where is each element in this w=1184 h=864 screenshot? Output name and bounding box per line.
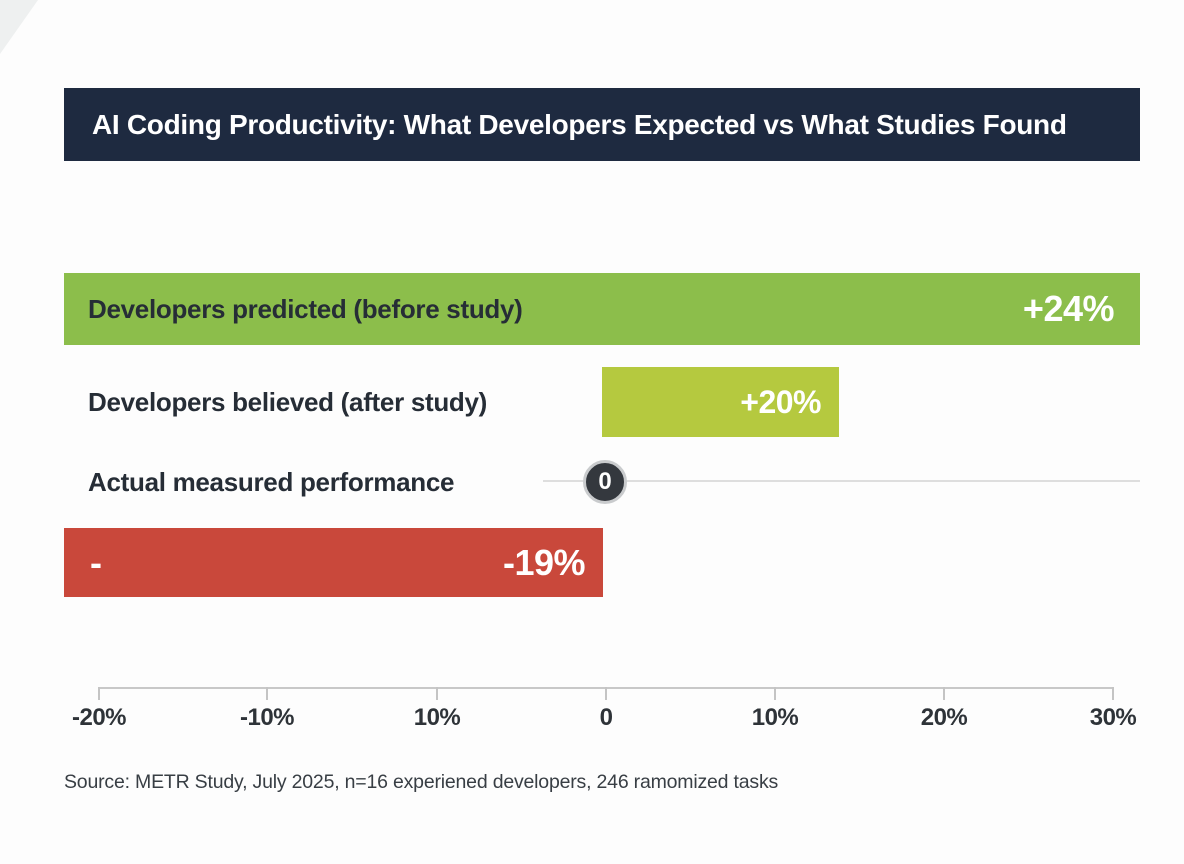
source-note: Source: METR Study, July 2025, n=16 expe…	[64, 771, 779, 793]
chart-title-bar: AI Coding Productivity: What Developers …	[64, 88, 1140, 161]
bar-believed-label-container: Developers believed (after study)	[88, 367, 487, 437]
x-axis-tick-label: 10%	[751, 704, 799, 731]
bar-actual-label: Actual measured performance	[88, 466, 455, 497]
x-axis-tick	[605, 687, 607, 700]
x-axis-tick-label: 30%	[1089, 704, 1137, 731]
x-axis-tick	[98, 687, 100, 700]
x-axis-tick-label: -10%	[239, 704, 295, 731]
bar-predicted-value: +24%	[1022, 288, 1115, 329]
x-axis-tick	[266, 687, 268, 700]
zero-marker-circle: 0	[583, 460, 627, 504]
x-axis-tick	[774, 687, 776, 700]
corner-accent-shape	[0, 0, 38, 54]
x-axis-tick-label: 0	[599, 704, 613, 731]
bar-actual-value: -19%	[502, 541, 586, 583]
bar-believed-value: +20%	[740, 383, 821, 420]
bar-actual-minus-glyph: -	[90, 541, 102, 583]
bar-developers-believed: +20%	[602, 367, 839, 437]
chart-title: AI Coding Productivity: What Developers …	[92, 108, 1067, 140]
x-axis-tick	[436, 687, 438, 700]
x-axis-tick-label: -20%	[71, 704, 127, 731]
x-axis-tick-label: 20%	[920, 704, 968, 731]
bar-predicted-label: Developers predicted (before study)	[88, 293, 523, 324]
bar-actual-label-container: Actual measured performance	[88, 447, 454, 517]
x-axis-tick	[943, 687, 945, 700]
x-axis-tick-label: 10%	[413, 704, 461, 731]
bar-actual-measured: - -19%	[64, 528, 603, 597]
x-axis-tick	[1112, 687, 1114, 700]
zero-baseline	[543, 480, 1140, 482]
bar-believed-label: Developers believed (after study)	[88, 386, 488, 417]
zero-marker-value: 0	[598, 468, 612, 495]
bar-developers-predicted: Developers predicted (before study) +24%	[64, 273, 1140, 345]
